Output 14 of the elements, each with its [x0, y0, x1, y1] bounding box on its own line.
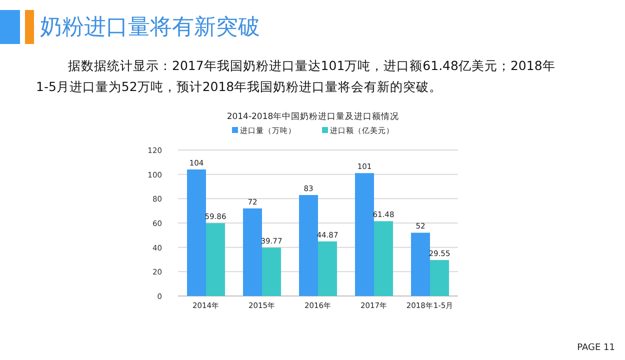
bar	[243, 208, 262, 296]
bar	[355, 173, 374, 296]
chart-title: 2014-2018年中国奶粉进口量及进口额情况	[226, 111, 400, 122]
bar	[318, 241, 337, 296]
bar	[411, 232, 430, 296]
text: 奶粉进口量将有新突破	[40, 14, 260, 42]
bar	[206, 223, 225, 296]
bar	[430, 260, 449, 296]
bar	[187, 169, 206, 296]
text: 据数据统计显示：2017年我国奶粉进口量达101万吨，进口额61.48亿美元；2018年1-5月进口量为52万吨，预计2018年我国奶粉进口量将会有新的突破。	[36, 57, 556, 96]
bar	[262, 248, 281, 296]
bar	[299, 195, 318, 296]
bar	[374, 221, 393, 296]
text: PAGE 11	[577, 343, 615, 353]
